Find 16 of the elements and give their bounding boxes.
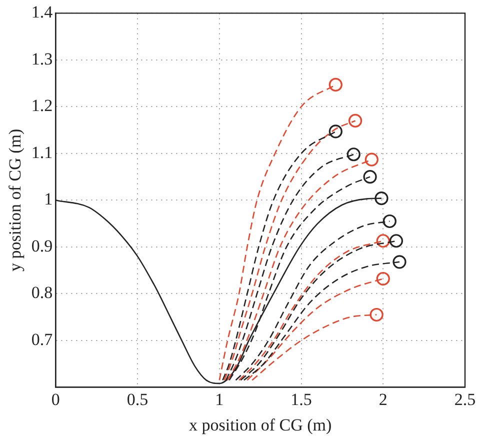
- x-tick-label: 1.5: [290, 390, 312, 409]
- x-tick-label: 1: [215, 390, 224, 409]
- y-tick-label: 0.7: [31, 330, 54, 349]
- x-tick-label: 2.5: [454, 390, 476, 409]
- x-tick-label: 2: [378, 390, 388, 409]
- y-tick-label: 1.4: [31, 2, 54, 22]
- y-tick-label: 1: [44, 190, 53, 209]
- y-axis-title: y position of CG (m): [6, 128, 25, 272]
- x-tick-label: 0.5: [126, 390, 148, 409]
- x-tick-label: 0: [51, 390, 60, 409]
- y-tick-label: 1.2: [31, 96, 53, 116]
- y-tick-label: 1.1: [31, 142, 53, 162]
- y-tick-label: 1.3: [31, 49, 53, 68]
- y-tick-label: 0.9: [31, 236, 53, 256]
- x-axis-title: x position of CG (m): [189, 415, 332, 434]
- y-tick-label: 0.8: [31, 283, 53, 302]
